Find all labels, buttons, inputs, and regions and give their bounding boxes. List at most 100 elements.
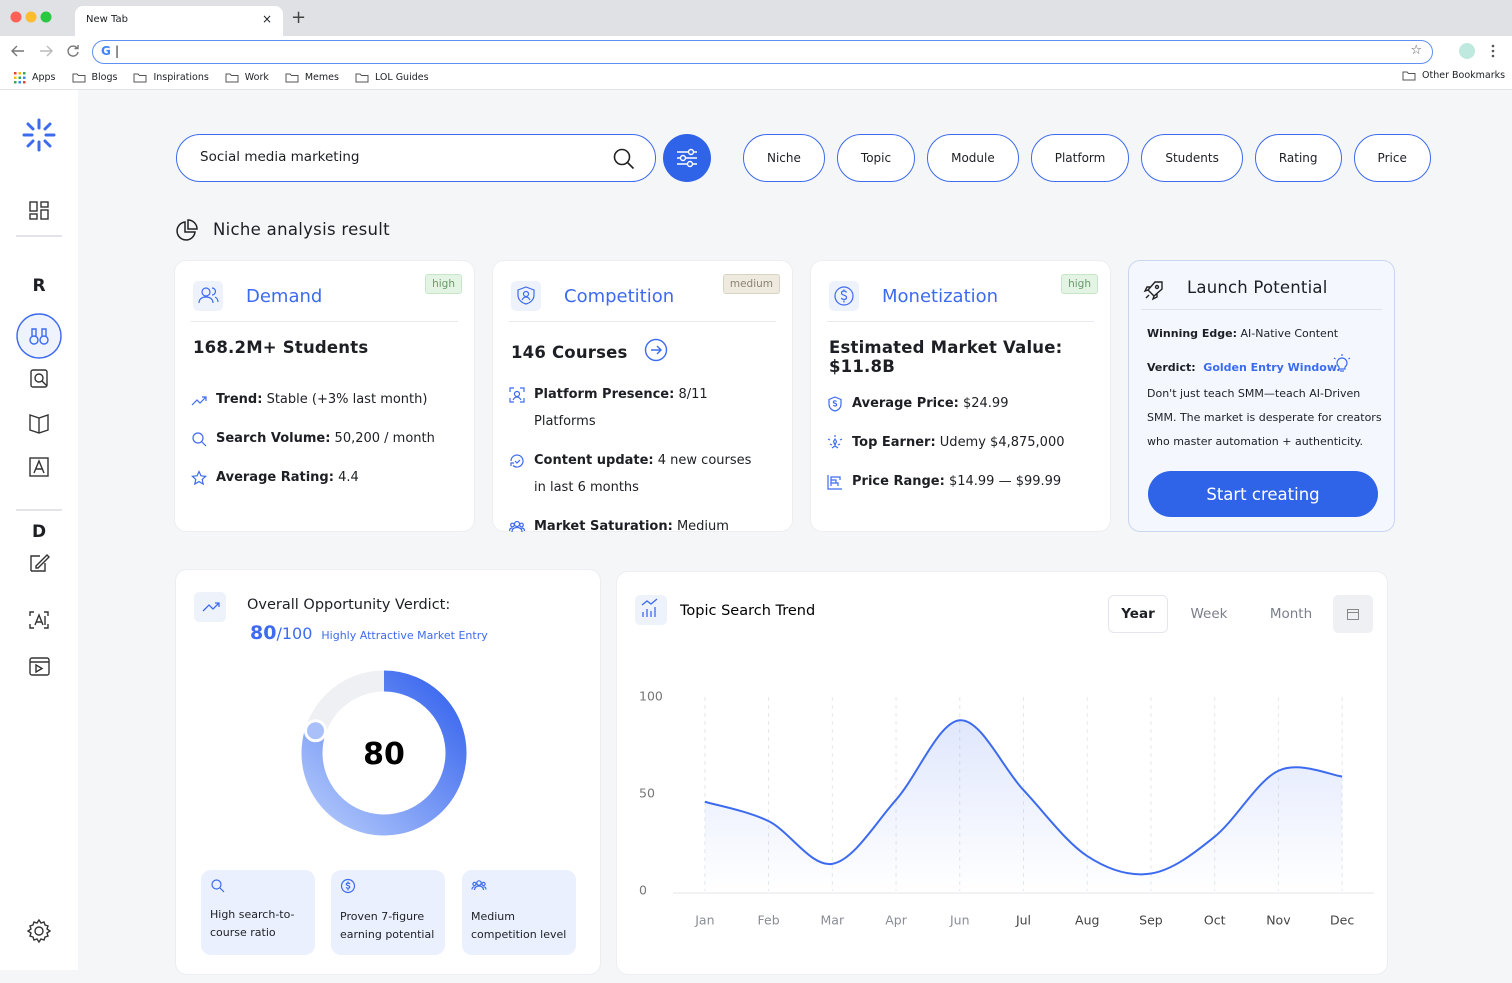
filter-chip[interactable]: Niche bbox=[743, 134, 825, 182]
item-text: Price Range: $14.99 — $99.99 bbox=[852, 468, 1061, 495]
item-value: 8/11 Platforms bbox=[534, 387, 708, 429]
card-headline: 168.2M+ Students bbox=[193, 338, 368, 357]
filter-chip[interactable]: Rating bbox=[1254, 134, 1342, 182]
x-tick-label: Dec bbox=[1330, 913, 1354, 928]
card-badge: medium bbox=[722, 274, 780, 294]
highlight: Proven 7-figure earning potential bbox=[331, 870, 445, 955]
filter-button[interactable] bbox=[663, 134, 711, 182]
card-badge: high bbox=[425, 274, 462, 294]
divider bbox=[509, 321, 776, 322]
filter-chip[interactable]: Module bbox=[927, 134, 1019, 182]
launch-icon bbox=[1143, 281, 1163, 301]
item-label: Platform Presence: bbox=[534, 387, 675, 402]
card-icon bbox=[829, 281, 859, 315]
x-tick-label: Aug bbox=[1075, 913, 1099, 928]
card-item: Search Volume: 50,200 / month bbox=[191, 425, 461, 452]
chart-title: Topic Search Trend bbox=[679, 603, 815, 619]
search-box[interactable]: Social media marketing bbox=[176, 134, 656, 182]
profile-menu[interactable] bbox=[1450, 36, 1510, 66]
tab[interactable]: New Tab × bbox=[75, 6, 283, 36]
headline-text: Estimated Market Value: $11.8B bbox=[829, 338, 1063, 376]
bookmark[interactable]: Inspirations bbox=[133, 72, 209, 83]
x-tick-label: Feb bbox=[758, 913, 780, 928]
verdict-card: Overall Opportunity Verdict: 80 /100 Hig… bbox=[175, 569, 601, 975]
nav-buttons[interactable] bbox=[0, 36, 90, 66]
highlight-text: High search-to-course ratio bbox=[210, 908, 295, 939]
card-item: Average Rating: 4.4 bbox=[191, 464, 461, 491]
edge-value: AI-Native Content bbox=[1240, 327, 1339, 340]
section-title: Niche analysis result bbox=[213, 220, 390, 239]
donut-arc bbox=[301, 670, 467, 836]
trend-area bbox=[704, 720, 1343, 891]
card-icon bbox=[193, 281, 223, 315]
card-items: Trend: Stable (+3% last month) Search Vol… bbox=[191, 386, 461, 491]
highlight: Medium competition level bbox=[462, 870, 576, 955]
card-item: Average Price: $24.99 bbox=[827, 390, 1097, 417]
item-value: Medium bbox=[676, 519, 729, 534]
filter-chip[interactable]: Topic bbox=[836, 134, 916, 182]
card-icon bbox=[511, 281, 541, 315]
item-text: Market Saturation: Medium bbox=[534, 513, 729, 540]
item-label: Search Volume: bbox=[216, 431, 331, 446]
bookmark[interactable]: Apps bbox=[14, 71, 56, 84]
bookmark[interactable]: Blogs bbox=[72, 72, 118, 83]
idea-icon bbox=[1333, 354, 1351, 372]
metric-card: Monetization high Estimated Market Value: … bbox=[810, 260, 1111, 532]
folder-icon bbox=[225, 73, 239, 83]
item-label: Market Saturation: bbox=[534, 519, 673, 534]
bookmark[interactable]: Memes bbox=[285, 72, 339, 83]
sidebar: R D bbox=[0, 90, 78, 970]
other-bookmarks[interactable]: Other Bookmarks bbox=[1402, 70, 1505, 81]
tab-title: New Tab bbox=[86, 14, 128, 25]
period-tab[interactable]: Year bbox=[1108, 595, 1168, 633]
card-item: Trend: Stable (+3% last month) bbox=[191, 386, 461, 413]
card-badge: high bbox=[1061, 274, 1098, 294]
score-scale: /100 bbox=[276, 624, 313, 643]
headline-text: 168.2M+ Students bbox=[193, 338, 369, 357]
donut-knob bbox=[304, 719, 328, 743]
card-title: Monetization bbox=[882, 286, 999, 307]
donut-value: 80 bbox=[363, 737, 405, 772]
open-courses[interactable] bbox=[644, 338, 668, 366]
item-text: Average Rating: 4.4 bbox=[216, 464, 359, 491]
calendar-button[interactable] bbox=[1333, 595, 1373, 633]
divider bbox=[191, 321, 458, 322]
verdict-title: Overall Opportunity Verdict: bbox=[247, 597, 451, 613]
item-label: Top Earner: bbox=[852, 435, 936, 450]
card-item: Platform Presence: 8/11 Platforms bbox=[509, 381, 764, 435]
card-headline: Estimated Market Value: $11.8B bbox=[829, 338, 1110, 376]
new-tab[interactable]: + bbox=[291, 7, 307, 28]
item-value: $14.99 — $99.99 bbox=[948, 474, 1062, 489]
bookmark[interactable]: LOL Guides bbox=[355, 72, 429, 83]
item-value: Stable (+3% last month) bbox=[266, 392, 428, 407]
bookmark[interactable]: Work bbox=[225, 72, 269, 83]
address-bar[interactable]: G | ☆ bbox=[92, 40, 1433, 64]
filter-chips: Niche Topic Module Platform Students Rating Pr… bbox=[743, 134, 1431, 182]
x-tick-label: Jan bbox=[694, 913, 714, 928]
search-icon bbox=[613, 148, 635, 170]
folder-icon bbox=[355, 73, 369, 83]
search-query: Social media marketing bbox=[200, 149, 360, 165]
period-tab[interactable]: Month bbox=[1269, 606, 1313, 622]
edge-label: Winning Edge: bbox=[1147, 327, 1237, 340]
divider bbox=[827, 321, 1094, 322]
bookmark-label: Blogs bbox=[91, 72, 118, 83]
filter-chip[interactable]: Students bbox=[1141, 134, 1243, 182]
period-tab[interactable]: Week bbox=[1190, 606, 1228, 622]
item-label: Trend: bbox=[216, 392, 263, 407]
launch-card: Launch Potential Winning Edge: AI-Native… bbox=[1128, 260, 1395, 532]
filter-chip[interactable]: Price bbox=[1353, 134, 1431, 182]
item-label: Average Price: bbox=[852, 396, 959, 411]
metric-card: Demand high 168.2M+ Students Trend: Stable … bbox=[174, 260, 475, 532]
score-donut: 80 bbox=[301, 670, 467, 836]
item-value: Udemy $4,875,000 bbox=[939, 435, 1065, 450]
filter-chip[interactable]: Platform bbox=[1030, 134, 1130, 182]
item-value: 4 new courses in last 6 months bbox=[534, 453, 752, 495]
item-label: Price Range: bbox=[852, 474, 945, 489]
card-items: Platform Presence: 8/11 Platforms Content… bbox=[509, 381, 764, 540]
card-items: Average Price: $24.99 Top Earner: Udemy $… bbox=[827, 390, 1097, 495]
section-letter: R bbox=[32, 276, 46, 296]
card-title: Demand bbox=[246, 286, 323, 307]
start-button[interactable]: Start creating bbox=[1148, 471, 1378, 517]
